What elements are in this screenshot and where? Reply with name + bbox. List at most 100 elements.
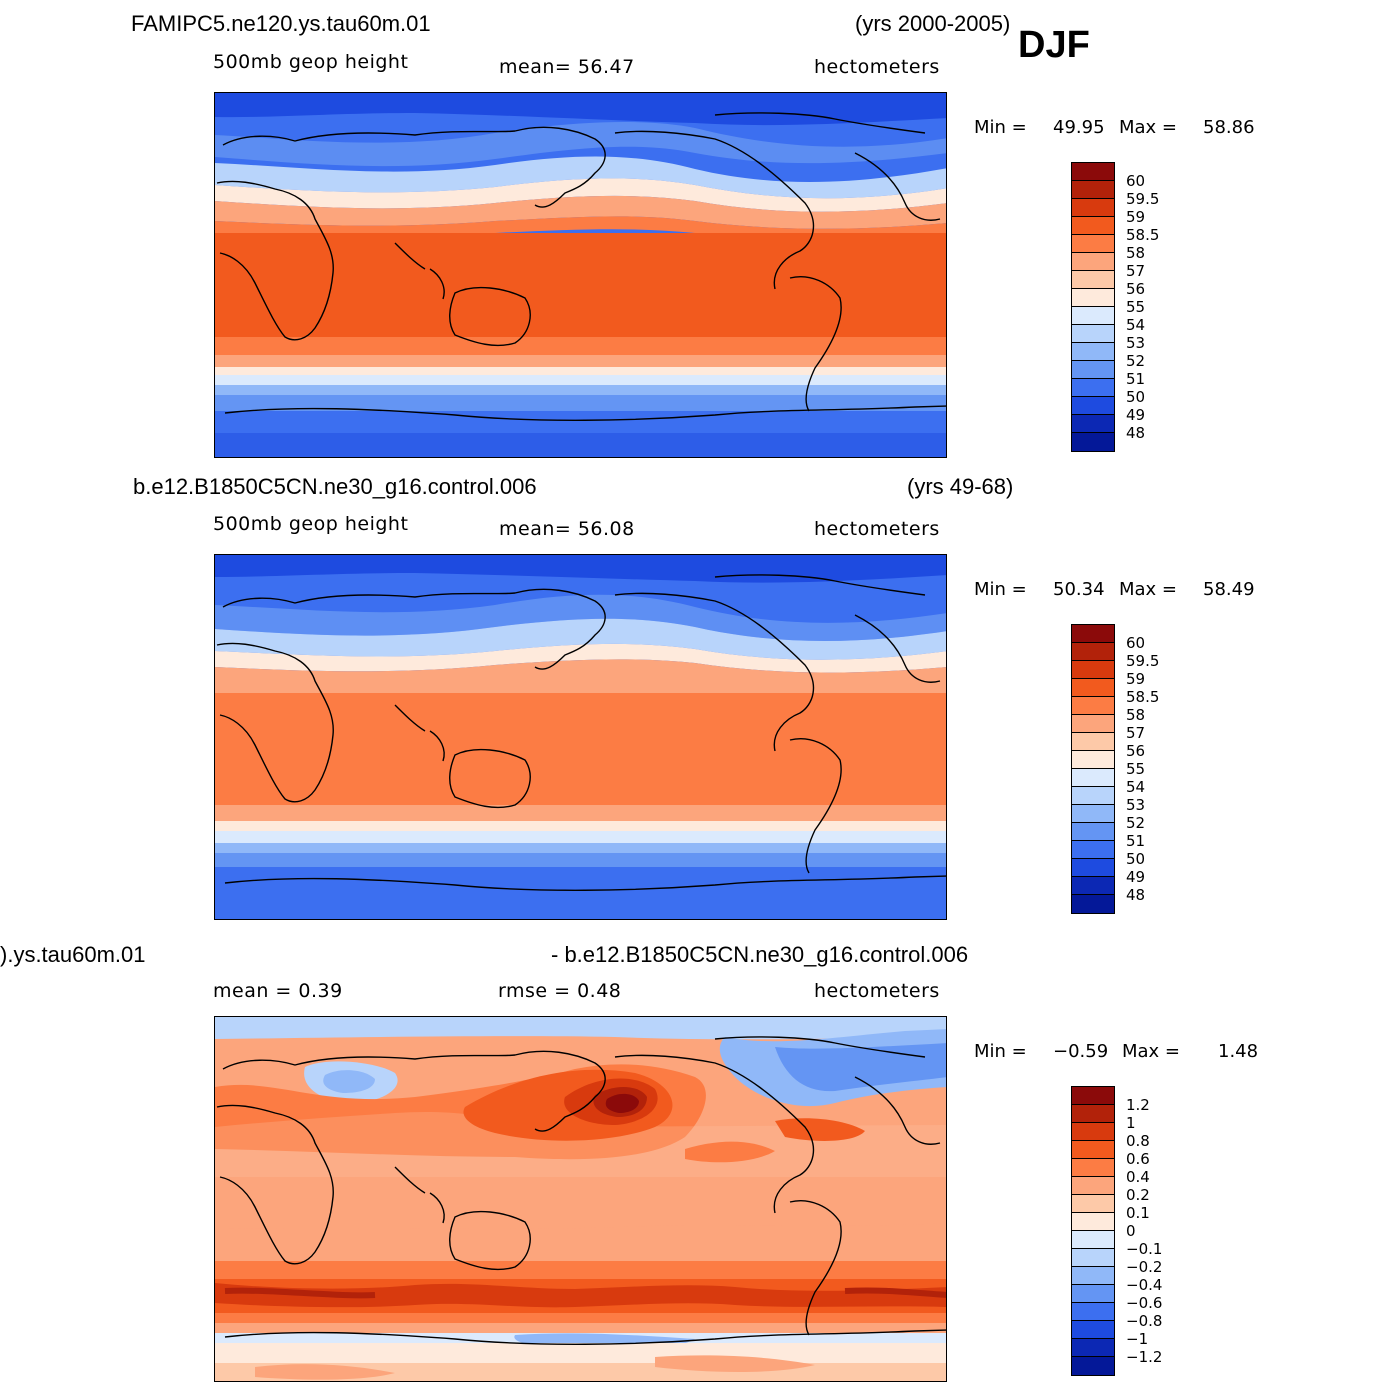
colorbar-label: 58	[1126, 244, 1146, 262]
colorbar-label: 54	[1126, 316, 1146, 334]
colorbar-label: 0.6	[1126, 1150, 1150, 1168]
years-label: (yrs 49-68)	[907, 474, 1014, 499]
colorbar-label: 0.2	[1126, 1186, 1150, 1204]
mean-label: mean= 56.47	[499, 56, 635, 78]
colorbar-swatch	[1072, 625, 1114, 643]
variable-label: 500mb geop height	[213, 51, 409, 73]
map-panel-middle	[214, 554, 947, 920]
colorbar-label: 56	[1126, 742, 1146, 760]
colorbar-label: 1.2	[1126, 1096, 1150, 1114]
case-title: FAMIPC5.ne120.ys.tau60m.01	[131, 11, 431, 36]
colorbar-label: −0.4	[1126, 1276, 1163, 1294]
variable-label: 500mb geop height	[213, 513, 409, 535]
colorbar-swatch	[1072, 163, 1114, 181]
colorbar-swatch	[1072, 733, 1114, 751]
colorbar-swatch	[1072, 1195, 1114, 1213]
colorbar-label: 60	[1126, 634, 1146, 652]
colorbar-swatch	[1072, 307, 1114, 325]
colorbar-swatch	[1072, 217, 1114, 235]
max-value: 58.49	[1203, 579, 1255, 600]
colorbar-labels-top: 60 59.5 59 58.5 58 57 56 55 54 53 52 51 …	[1126, 172, 1159, 442]
colorbar-swatch	[1072, 1105, 1114, 1123]
years-label: - b.e12.B1850C5CN.ne30_g16.control.006	[551, 942, 969, 967]
min-label: Min =	[974, 1041, 1027, 1062]
colorbar-label: 53	[1126, 334, 1146, 352]
colorbar-swatch	[1072, 787, 1114, 805]
colorbar-label: 59	[1126, 670, 1146, 688]
colorbar-swatch	[1072, 1357, 1114, 1375]
colorbar-swatch	[1072, 805, 1114, 823]
colorbar-swatch	[1072, 325, 1114, 343]
colorbar-label: 58.5	[1126, 226, 1160, 244]
colorbar-label: 49	[1126, 406, 1146, 424]
max-label: Max =	[1119, 579, 1178, 600]
colorbar-swatch	[1072, 415, 1114, 433]
min-value: −0.59	[1053, 1041, 1109, 1062]
colorbar-label: 58.5	[1126, 688, 1160, 706]
colorbar-swatch	[1072, 235, 1114, 253]
colorbar-label: 51	[1126, 370, 1146, 388]
mean-label: mean = 0.39	[213, 980, 343, 1002]
min-label: Min =	[974, 579, 1027, 600]
units-label: hectometers	[814, 980, 940, 1002]
colorbar-swatch	[1072, 199, 1114, 217]
colorbar-label: 59.5	[1126, 652, 1160, 670]
colorbar-label: 48	[1126, 424, 1146, 442]
rmse-label: rmse = 0.48	[498, 980, 622, 1002]
colorbar-swatch	[1072, 343, 1114, 361]
contour-field	[215, 1017, 946, 1381]
colorbar-label: 48	[1126, 886, 1146, 904]
colorbar-swatch	[1072, 1213, 1114, 1231]
colorbar-label: 0.1	[1126, 1204, 1150, 1222]
colorbar-label: 56	[1126, 280, 1146, 298]
colorbar-swatch	[1072, 253, 1114, 271]
colorbar-swatch	[1072, 679, 1114, 697]
map-panel-diff	[214, 1016, 947, 1382]
colorbar-swatch	[1072, 1285, 1114, 1303]
colorbar-label: 0.4	[1126, 1168, 1150, 1186]
season-label: DJF	[1018, 24, 1090, 66]
max-label: Max =	[1122, 1041, 1181, 1062]
colorbar-label: 52	[1126, 352, 1146, 370]
case-title: ).ys.tau60m.01	[0, 942, 146, 967]
colorbar-label: 59.5	[1126, 190, 1160, 208]
colorbar-label: 0.8	[1126, 1132, 1150, 1150]
colorbar-swatch	[1072, 877, 1114, 895]
min-value: 50.34	[1053, 579, 1105, 600]
colorbar-swatch	[1072, 751, 1114, 769]
colorbar-label: 58	[1126, 706, 1146, 724]
colorbar-swatch	[1072, 1141, 1114, 1159]
max-value: 58.86	[1203, 117, 1255, 138]
min-label: Min =	[974, 117, 1027, 138]
colorbar-label: 49	[1126, 868, 1146, 886]
colorbar-label: 55	[1126, 760, 1146, 778]
colorbar-label: 0	[1126, 1222, 1136, 1240]
colorbar-label: 57	[1126, 262, 1146, 280]
colorbar-swatch	[1072, 841, 1114, 859]
years-label: (yrs 2000-2005)	[855, 11, 1011, 36]
colorbar-label: 57	[1126, 724, 1146, 742]
colorbar-label: 51	[1126, 832, 1146, 850]
colorbar-swatch	[1072, 271, 1114, 289]
contour-field	[215, 93, 946, 457]
colorbar-label: −0.8	[1126, 1312, 1163, 1330]
colorbar-swatch	[1072, 1231, 1114, 1249]
colorbar-swatch	[1072, 1303, 1114, 1321]
colorbar-swatch	[1072, 1249, 1114, 1267]
max-value: 1.48	[1218, 1041, 1259, 1062]
colorbar-label: −0.6	[1126, 1294, 1163, 1312]
colorbar-swatch	[1072, 1087, 1114, 1105]
colorbar-label: 60	[1126, 172, 1146, 190]
colorbar-swatch	[1072, 895, 1114, 913]
colorbar-swatch	[1072, 289, 1114, 307]
colorbar-label: 53	[1126, 796, 1146, 814]
colorbar-swatch	[1072, 1177, 1114, 1195]
units-label: hectometers	[814, 518, 940, 540]
colorbar-swatch	[1072, 643, 1114, 661]
max-label: Max =	[1119, 117, 1178, 138]
map-panel-top	[214, 92, 947, 458]
colorbar-swatch	[1072, 1339, 1114, 1357]
colorbar-label: −1	[1126, 1330, 1149, 1348]
colorbar-label: 54	[1126, 778, 1146, 796]
colorbar-swatch	[1072, 1321, 1114, 1339]
